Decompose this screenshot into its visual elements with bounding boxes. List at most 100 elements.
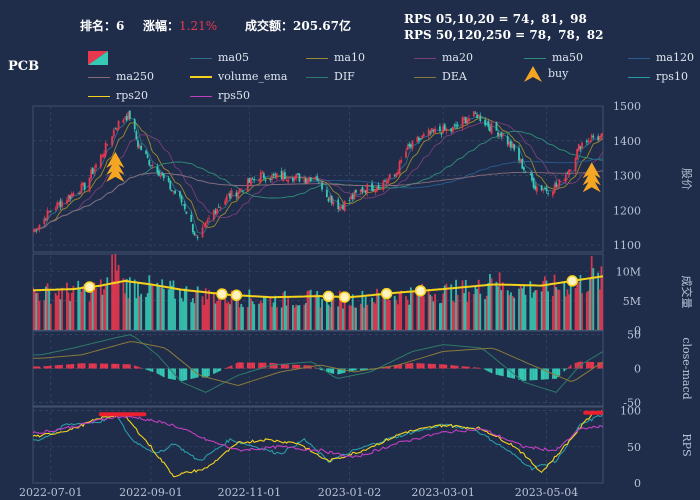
candle-body (461, 117, 464, 127)
macd-histogram-bar (305, 365, 307, 369)
volume-bar (185, 286, 188, 330)
volume-bar (535, 290, 538, 330)
candle-body (443, 124, 446, 130)
candle (248, 177, 251, 184)
volume-bar (522, 285, 525, 330)
change-stat: 涨幅：1.21% (143, 17, 217, 34)
candle-body (167, 177, 170, 182)
candle (240, 187, 243, 191)
macd-histogram-bar (529, 368, 532, 381)
volume-bar (295, 304, 298, 330)
candle (534, 182, 537, 191)
candle (82, 182, 84, 188)
legend-item-ma10[interactable]: ma10 (306, 51, 365, 64)
volume-bar (111, 254, 114, 330)
candle (293, 176, 296, 183)
volume-bar (248, 289, 251, 330)
macd-histogram-bar (49, 365, 52, 369)
volume-bar (325, 293, 328, 330)
legend-item-rps20[interactable]: rps20 (88, 89, 148, 102)
volume-bar (317, 295, 320, 330)
candle-body (464, 116, 467, 124)
volume-bar (259, 300, 262, 330)
volume-bar (280, 307, 283, 330)
macd-histogram-bar (410, 363, 412, 369)
price-tick-label: 1200 (613, 204, 641, 217)
rank-value: 6 (116, 19, 125, 33)
volume-bar (400, 290, 403, 330)
turnover-label: 成交额： (245, 19, 294, 33)
volume-bar (329, 306, 332, 330)
volume-bar (555, 287, 558, 330)
candle-body (376, 186, 378, 192)
legend-item-dea[interactable]: DEA (414, 70, 467, 83)
candle (325, 186, 328, 198)
candle (99, 153, 102, 170)
legend-item-ma250[interactable]: ma250 (88, 70, 154, 83)
candle-body (250, 177, 252, 185)
ma20-swatch-icon (414, 57, 436, 59)
legend-item-rps50[interactable]: rps50 (190, 89, 250, 102)
legend-item-ma120[interactable]: ma120 (628, 51, 694, 64)
candle (230, 188, 233, 200)
volume-bar (579, 274, 582, 330)
macd-histogram-bar (229, 366, 231, 369)
candle-body (332, 201, 335, 205)
macd-histogram-bar (316, 368, 318, 369)
candle-body (540, 185, 543, 191)
legend-item-rps10[interactable]: rps10 (628, 70, 688, 83)
legend-item-ma20[interactable]: ma20 (414, 51, 473, 64)
candle (106, 143, 109, 146)
candle (564, 171, 567, 184)
macd-histogram-bar (577, 361, 580, 369)
candle-body (133, 119, 136, 130)
candle-body (456, 124, 459, 126)
volume-bar (397, 304, 399, 330)
legend-item-ma50[interactable]: ma50 (524, 51, 583, 64)
candle-body (308, 177, 311, 182)
rps10-swatch-icon (628, 76, 650, 78)
volume-bar (156, 282, 159, 330)
volume-highlight-marker (380, 287, 393, 300)
volume-bar (385, 300, 388, 330)
candle (468, 114, 470, 123)
legend-item-dif[interactable]: DIF (306, 70, 355, 83)
candle (259, 169, 262, 184)
candle (408, 141, 411, 149)
candle-legend-icon (88, 51, 108, 65)
candle-body (568, 169, 570, 175)
candle (376, 185, 378, 193)
volume-bar (195, 291, 197, 330)
candle (298, 173, 301, 183)
volume-bar (135, 298, 138, 330)
volume-bar (112, 280, 115, 330)
macd-histogram-bar (445, 364, 448, 369)
candle (351, 192, 354, 202)
legend-item-ma05[interactable]: ma05 (190, 51, 249, 64)
candle-body (135, 131, 138, 139)
macd-histogram-bar (455, 365, 457, 369)
candle (440, 132, 443, 138)
ma250-swatch-icon (88, 76, 110, 78)
candle (327, 196, 330, 203)
candle (45, 217, 47, 221)
volume-bar (151, 285, 154, 330)
legend-item-buy[interactable]: buy (524, 66, 568, 82)
candle (174, 189, 176, 195)
candle (66, 197, 68, 205)
macd-histogram-bar (351, 368, 354, 371)
volume-bar (409, 287, 412, 330)
candle-body (569, 169, 572, 171)
candle-body (156, 166, 159, 173)
macd-histogram-bar (101, 363, 104, 369)
legend-item-volume-ema[interactable]: volume_ema (190, 70, 287, 83)
volume-bar (38, 301, 41, 330)
macd-histogram-bar (213, 368, 215, 374)
volume-ema-swatch-icon (190, 76, 212, 78)
candle-body (590, 135, 593, 139)
candle (508, 140, 511, 148)
volume-bar (589, 277, 591, 330)
volume-bar (145, 296, 147, 330)
macd-histogram-bar (431, 363, 433, 369)
candle (274, 171, 277, 179)
